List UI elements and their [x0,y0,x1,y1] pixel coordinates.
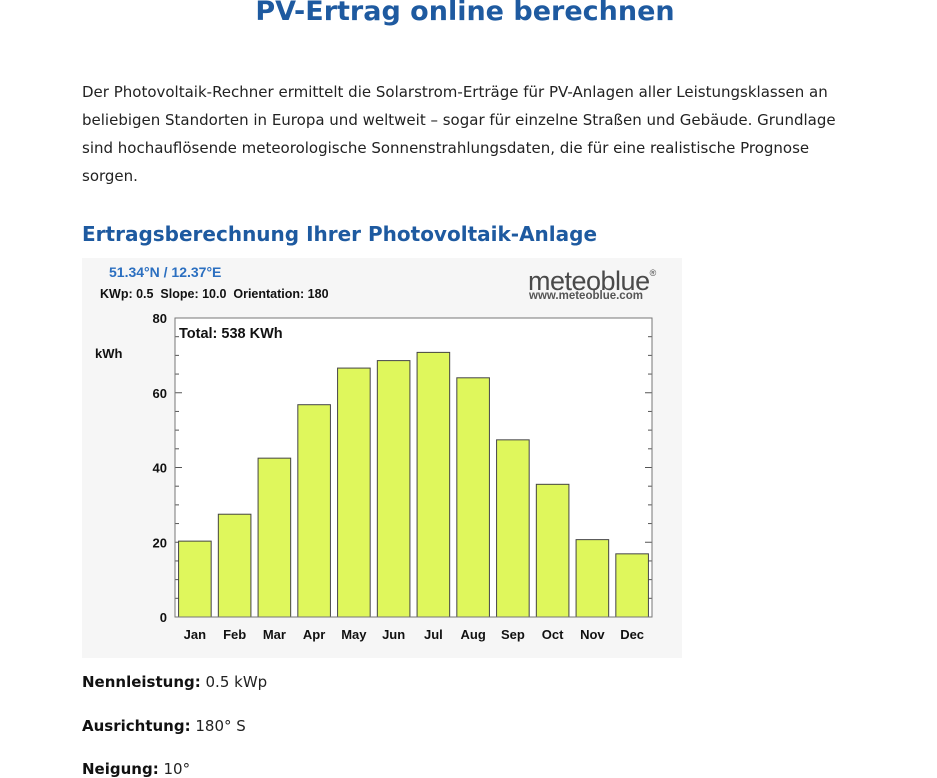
x-tick-label-apr: Apr [303,627,325,642]
x-tick-label-jul: Jul [424,627,443,642]
logo-text: meteoblue [528,266,650,296]
plot-frame [174,317,653,618]
bar-feb [217,513,252,618]
detail-orientation-label: Ausrichtung: [82,717,191,735]
x-tick-label-dec: Dec [620,627,644,642]
plot-area [175,318,652,617]
chart-plot: 0 20 40 60 80 Jan Feb Mar Apr May Jun Jul Aug Sep Oct N… [153,311,653,642]
y-tick-label: 20 [153,535,167,550]
detail-orientation: Ausrichtung: 180° S [82,717,246,735]
bar-apr [297,404,331,618]
bar-oct [535,483,570,618]
page-title: PV-Ertrag online berechnen [255,0,675,27]
x-tick-label-jun: Jun [382,627,405,642]
x-tick-label-nov: Nov [580,627,605,642]
detail-slope-label: Neigung: [82,760,159,778]
x-tick-label-jan: Jan [184,627,206,642]
section-title: Ertragsberechnung Ihrer Photovoltaik-Anl… [82,222,598,246]
y-tick-label: 0 [160,610,167,625]
location-coordinates: 51.34°N / 12.37°E [109,264,222,280]
bar-jun [376,360,411,618]
bar-mar [257,457,292,618]
detail-orientation-value: 180° S [195,717,246,735]
detail-slope: Neigung: 10° [82,760,190,778]
y-tick-label: 80 [153,311,167,326]
detail-power-value: 0.5 kWp [205,673,268,691]
bar-aug [456,377,490,618]
bar-may [337,367,371,618]
registered-mark: ® [649,268,657,278]
chart-title: Total: 538 KWh [179,326,283,342]
meteoblue-logo: meteoblue® [528,266,656,297]
x-tick-label-aug: Aug [460,627,485,642]
system-parameters: KWp: 0.5 Slope: 10.0 Orientation: 180 [100,287,329,301]
x-tick-label-sep: Sep [501,627,525,642]
bar-jul [416,351,451,618]
detail-slope-value: 10° [163,760,191,778]
y-tick-label: 60 [153,386,167,401]
bar-sep [496,439,530,618]
detail-power-label: Nennleistung: [82,673,201,691]
pv-yield-chart: 51.34°N / 12.37°E KWp: 0.5 Slope: 10.0 O… [82,258,682,658]
bar-jan [178,540,212,618]
x-tick-label-mar: Mar [263,627,286,642]
x-tick-label-may: May [341,627,367,642]
detail-power: Nennleistung: 0.5 kWp [82,673,267,691]
meteoblue-url: www.meteoblue.com [529,290,643,302]
x-tick-label-oct: Oct [542,627,564,642]
bar-dec [615,553,649,618]
intro-text: Der Photovoltaik-Rechner ermittelt die S… [82,83,836,185]
x-tick-label-feb: Feb [223,627,246,642]
y-tick-label: 40 [153,461,167,476]
bar-nov [575,539,610,618]
y-axis-label: kWh [95,346,123,361]
